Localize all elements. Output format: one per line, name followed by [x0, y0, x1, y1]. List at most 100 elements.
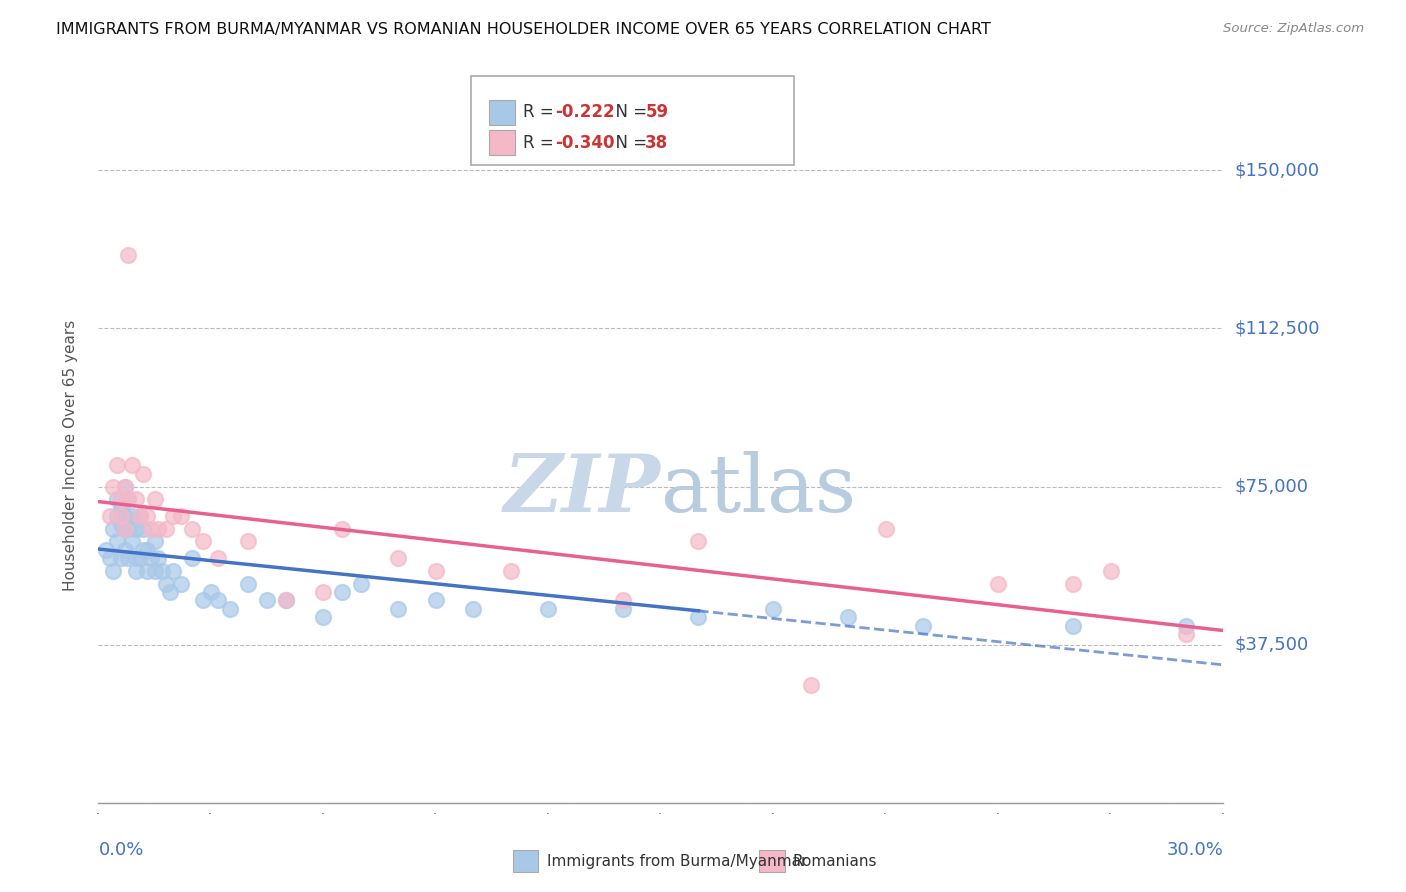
Point — [987, 576, 1010, 591]
Point — [125, 522, 148, 536]
Point — [121, 458, 143, 473]
Point — [136, 542, 159, 557]
Point — [162, 509, 184, 524]
Point — [155, 576, 177, 591]
Point — [150, 564, 173, 578]
Text: Romanians: Romanians — [793, 855, 877, 869]
Point — [117, 492, 139, 507]
Point — [688, 534, 710, 549]
Point — [148, 522, 170, 536]
Point — [181, 522, 204, 536]
Point — [350, 576, 373, 591]
Point — [207, 593, 229, 607]
Point — [238, 534, 260, 549]
Point — [103, 479, 125, 493]
Point — [688, 610, 710, 624]
Point — [193, 593, 215, 607]
Point — [387, 551, 409, 566]
Text: 0.0%: 0.0% — [98, 841, 143, 859]
Text: $37,500: $37,500 — [1234, 636, 1309, 654]
Point — [136, 564, 159, 578]
Point — [117, 492, 139, 507]
Point — [181, 551, 204, 566]
Point — [98, 551, 121, 566]
Text: R =: R = — [523, 134, 560, 152]
Point — [193, 534, 215, 549]
Text: Immigrants from Burma/Myanmar: Immigrants from Burma/Myanmar — [547, 855, 807, 869]
Point — [136, 509, 159, 524]
Text: 38: 38 — [645, 134, 668, 152]
Point — [170, 576, 193, 591]
Point — [387, 602, 409, 616]
Point — [139, 551, 162, 566]
Point — [110, 551, 132, 566]
Point — [274, 593, 297, 607]
Point — [1174, 618, 1197, 632]
Point — [762, 602, 785, 616]
Point — [330, 585, 353, 599]
Text: $75,000: $75,000 — [1234, 477, 1309, 496]
Point — [114, 479, 136, 493]
Point — [132, 522, 155, 536]
Point — [114, 479, 136, 493]
Text: atlas: atlas — [661, 450, 856, 529]
Point — [143, 564, 166, 578]
Point — [155, 522, 177, 536]
Y-axis label: Householder Income Over 65 years: Householder Income Over 65 years — [63, 319, 77, 591]
Text: -0.340: -0.340 — [555, 134, 614, 152]
Point — [114, 509, 136, 524]
Point — [114, 522, 136, 536]
Point — [117, 522, 139, 536]
Text: ZIP: ZIP — [503, 451, 661, 528]
Point — [912, 618, 935, 632]
Point — [1062, 576, 1084, 591]
Text: $150,000: $150,000 — [1234, 161, 1319, 179]
Point — [114, 522, 136, 536]
Point — [105, 458, 128, 473]
Point — [125, 492, 148, 507]
Point — [128, 551, 150, 566]
Point — [238, 576, 260, 591]
Point — [121, 509, 143, 524]
Point — [110, 517, 132, 532]
Text: 30.0%: 30.0% — [1167, 841, 1223, 859]
Point — [114, 542, 136, 557]
Point — [94, 542, 117, 557]
Point — [162, 564, 184, 578]
Text: Source: ZipAtlas.com: Source: ZipAtlas.com — [1223, 22, 1364, 36]
Point — [110, 500, 132, 515]
Point — [207, 551, 229, 566]
Point — [800, 678, 823, 692]
Point — [330, 522, 353, 536]
Point — [274, 593, 297, 607]
Point — [1099, 564, 1122, 578]
Point — [132, 542, 155, 557]
Point — [105, 534, 128, 549]
Point — [312, 610, 335, 624]
Text: N =: N = — [605, 103, 652, 121]
Point — [499, 564, 522, 578]
Text: R =: R = — [523, 103, 560, 121]
Text: N =: N = — [605, 134, 652, 152]
Point — [125, 564, 148, 578]
Point — [837, 610, 859, 624]
Point — [103, 564, 125, 578]
Point — [105, 492, 128, 507]
Point — [612, 602, 634, 616]
Text: 59: 59 — [645, 103, 668, 121]
Point — [200, 585, 222, 599]
Point — [312, 585, 335, 599]
Point — [110, 492, 132, 507]
Point — [256, 593, 278, 607]
Point — [105, 509, 128, 524]
Point — [425, 593, 447, 607]
Point — [170, 509, 193, 524]
Point — [159, 585, 181, 599]
Point — [425, 564, 447, 578]
Point — [143, 534, 166, 549]
Point — [110, 509, 132, 524]
Point — [218, 602, 240, 616]
Point — [148, 551, 170, 566]
Text: IMMIGRANTS FROM BURMA/MYANMAR VS ROMANIAN HOUSEHOLDER INCOME OVER 65 YEARS CORRE: IMMIGRANTS FROM BURMA/MYANMAR VS ROMANIA… — [56, 22, 991, 37]
Point — [875, 522, 897, 536]
